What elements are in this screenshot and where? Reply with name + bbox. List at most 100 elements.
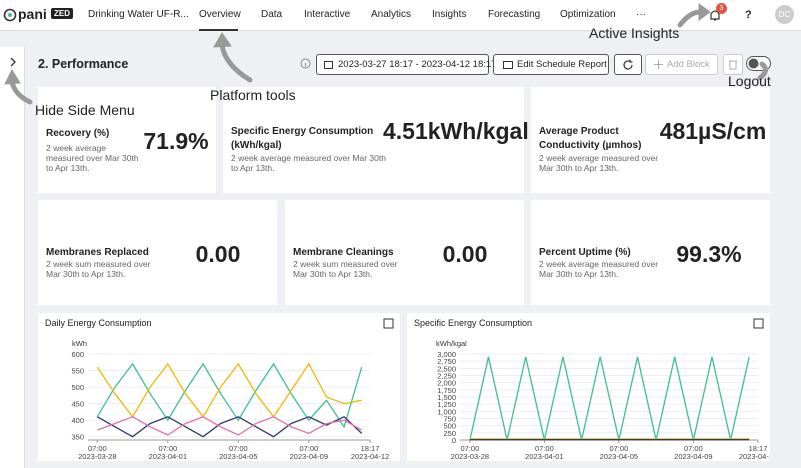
- nav-tab[interactable]: Optimization: [560, 9, 616, 20]
- help[interactable]: ?: [745, 9, 752, 21]
- nav-tab[interactable]: Drinking Water UF-R...: [88, 9, 189, 20]
- y-axis-label: kWh/kgal: [436, 339, 467, 348]
- data-line: [96, 416, 363, 438]
- kpi-card: Recovery (%) 2 week average measured over…: [38, 87, 216, 193]
- x-tick-date: 2023-03-28: [451, 452, 489, 461]
- card-subtitle: 2 week average measured over Mar 30th to…: [539, 153, 659, 173]
- calendar-icon: [324, 61, 333, 69]
- y-tick-label: 1,500: [437, 393, 456, 402]
- hide-side-menu-toggle[interactable]: [8, 56, 18, 68]
- expand-icon[interactable]: [383, 318, 394, 329]
- y-tick-label: 3,000: [437, 350, 456, 359]
- nav-tab[interactable]: Forecasting: [488, 9, 541, 20]
- x-tick-time: 07:00: [88, 444, 107, 453]
- x-tick-time: 18:17: [361, 444, 380, 453]
- y-axis-label: kWh: [72, 339, 87, 348]
- card-value: 0.00: [195, 241, 241, 267]
- x-tick-time: 07:00: [609, 444, 628, 453]
- delete-button[interactable]: [723, 54, 743, 75]
- side-menu: [0, 47, 25, 468]
- date-range-button[interactable]: 2023-03-27 18:17 - 2023-04-12 18:17: [316, 54, 496, 75]
- kpi-card: Membrane Cleanings 2 week sum measured ov…: [285, 200, 524, 305]
- y-tick-label: 250: [443, 429, 456, 438]
- x-tick-date: 2023-04-05: [600, 452, 638, 461]
- card-value: 71.9%: [143, 128, 209, 154]
- card-subtitle: 2 week sum measured over Mar 30th to Apr…: [46, 259, 151, 279]
- card-title: Percent Uptime (%): [539, 247, 631, 258]
- y-tick-label: 500: [71, 383, 84, 392]
- kpi-card: Average Product Conductivity (µmhos) 2 we…: [531, 87, 770, 193]
- x-tick-time: 07:00: [535, 444, 554, 453]
- top-nav: pani ZED Drinking Water UF-R... Overview D…: [0, 0, 801, 31]
- logo[interactable]: pani: [18, 6, 47, 22]
- plus-icon: [654, 60, 663, 69]
- card-title: Membranes Replaced: [46, 247, 149, 258]
- annotation: Active Insights: [589, 25, 680, 41]
- refresh-button[interactable]: [614, 54, 642, 75]
- y-tick-label: 1,000: [437, 407, 456, 416]
- y-tick-label: 0: [452, 436, 456, 445]
- y-tick-label: 550: [71, 367, 84, 376]
- card-subtitle: 2 week sum measured over Mar 30th to Apr…: [293, 259, 398, 279]
- chart-title: Specific Energy Consumption: [414, 318, 532, 328]
- x-tick-date: 2023-03-28: [78, 452, 116, 461]
- annotation: Hide Side Menu: [35, 102, 135, 118]
- y-tick-label: 2,500: [437, 364, 456, 373]
- card-subtitle: 2 week average measured over Mar 30th to…: [539, 259, 659, 279]
- y-tick-label: 2,750: [437, 357, 456, 366]
- kpi-card: Percent Uptime (%) 2 week average measure…: [531, 200, 770, 305]
- chart: Daily Energy Consumption kWh 350 400 450 500 5…: [38, 313, 400, 461]
- annotation: Logout: [728, 73, 771, 89]
- schedule-icon: [503, 61, 513, 69]
- edit-schedule-button[interactable]: Edit Schedule Report: [493, 54, 609, 75]
- logout-toggle[interactable]: [746, 56, 771, 71]
- y-tick-label: 350: [71, 433, 84, 442]
- data-line: [97, 416, 363, 436]
- kpi-card: Membranes Replaced 2 week sum measured ov…: [38, 200, 277, 305]
- x-tick-time: 07:00: [684, 444, 703, 453]
- chart-title: Daily Energy Consumption: [45, 318, 152, 328]
- nav-tab[interactable]: Interactive: [304, 9, 351, 20]
- y-tick-label: 2,250: [437, 372, 456, 381]
- x-tick-time: 07:00: [158, 444, 177, 453]
- x-tick-date: 2023-04-12: [739, 452, 770, 461]
- x-tick-date: 2023-04-05: [219, 452, 257, 461]
- data-line: [96, 362, 362, 418]
- nav-tab[interactable]: ···: [636, 9, 646, 20]
- x-tick-date: 2023-04-09: [674, 452, 712, 461]
- active-tab-indicator: [199, 29, 238, 31]
- data-line: [96, 362, 363, 429]
- y-tick-label: 600: [71, 350, 84, 359]
- trash-icon: [729, 60, 737, 70]
- card-title: Membrane Cleanings: [293, 247, 394, 258]
- card-subtitle: 2 week average measured over Mar 30th to…: [46, 143, 139, 173]
- info-icon[interactable]: [300, 58, 311, 69]
- x-tick-date: 2023-04-01: [149, 452, 187, 461]
- x-tick-date: 2023-04-01: [525, 452, 563, 461]
- card-value: 0.00: [442, 241, 488, 267]
- nav-tab[interactable]: Analytics: [371, 9, 412, 20]
- kpi-card: Specific Energy Consumption (kWh/kgal) 2 …: [223, 87, 529, 193]
- page-title: 2. Performance: [38, 57, 129, 71]
- nav-tab[interactable]: Overview: [199, 9, 241, 20]
- x-tick-time: 07:00: [229, 444, 248, 453]
- avatar[interactable]: DC: [775, 5, 794, 24]
- expand-icon-box: [753, 318, 764, 329]
- card-value: 481µS/cm: [659, 118, 767, 144]
- data-line: [469, 356, 750, 441]
- y-tick-label: 750: [443, 415, 456, 424]
- card-title: Recovery (%): [46, 128, 110, 139]
- bell-icon[interactable]: [709, 8, 721, 22]
- notification-badge: 3: [716, 3, 727, 14]
- nav-tab[interactable]: Insights: [432, 9, 467, 20]
- y-tick-label: 500: [443, 422, 456, 431]
- annotation: Platform tools: [210, 87, 296, 103]
- x-tick-date: 2023-04-12: [351, 452, 389, 461]
- expand-icon[interactable]: [753, 318, 764, 329]
- nav-tab[interactable]: Data: [261, 9, 283, 20]
- card-value: 99.3%: [676, 241, 742, 267]
- y-tick-label: 400: [71, 416, 84, 425]
- add-block-button[interactable]: Add Block: [645, 54, 718, 75]
- logo-icon: [3, 8, 17, 22]
- y-tick-label: 450: [71, 400, 84, 409]
